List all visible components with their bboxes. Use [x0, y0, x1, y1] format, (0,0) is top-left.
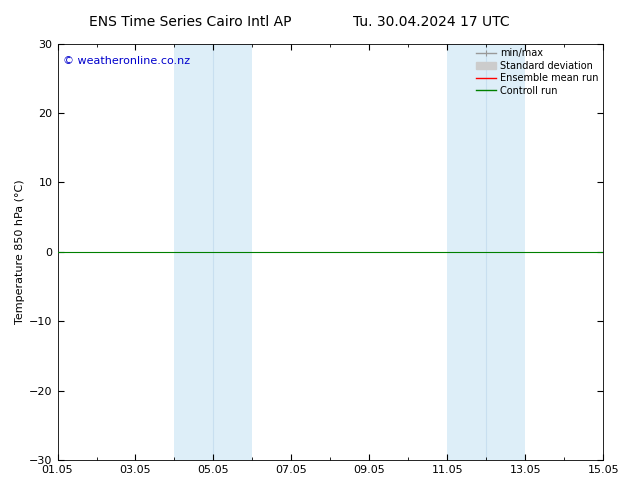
Text: Tu. 30.04.2024 17 UTC: Tu. 30.04.2024 17 UTC: [353, 15, 510, 29]
Text: ENS Time Series Cairo Intl AP: ENS Time Series Cairo Intl AP: [89, 15, 292, 29]
Bar: [214, 44, 252, 460]
Text: © weatheronline.co.nz: © weatheronline.co.nz: [63, 56, 190, 66]
Bar: [447, 44, 486, 460]
Y-axis label: Temperature 850 hPa (°C): Temperature 850 hPa (°C): [15, 179, 25, 324]
Bar: [174, 44, 214, 460]
Legend: min/max, Standard deviation, Ensemble mean run, Controll run: min/max, Standard deviation, Ensemble me…: [474, 47, 600, 98]
Bar: [486, 44, 525, 460]
